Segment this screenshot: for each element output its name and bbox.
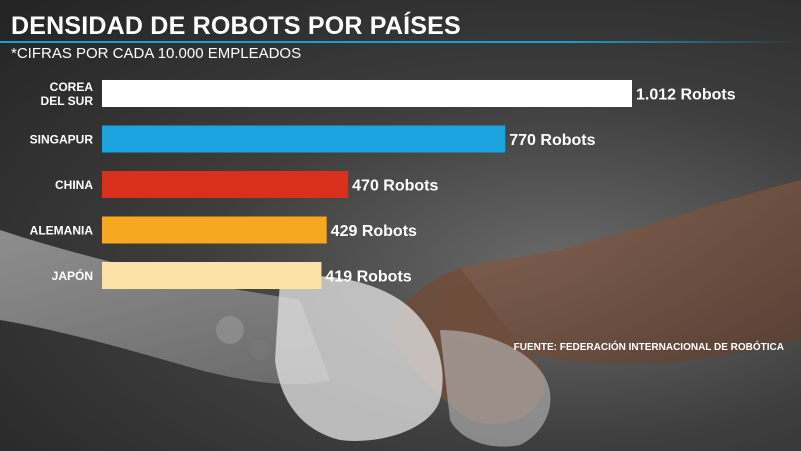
category-label-2: CHINA: [55, 178, 93, 192]
bar-1: [102, 125, 506, 153]
value-label-0: 1.012 Robots: [636, 87, 736, 104]
bar-3: [102, 216, 327, 244]
value-label-4: 419 Robots: [325, 269, 411, 286]
bar-2: [102, 171, 349, 198]
category-label-3: ALEMANIA: [30, 224, 94, 238]
source-note: FUENTE: FEDERACIÓN INTERNACIONAL DE ROBÓ…: [513, 342, 784, 353]
chart-subtitle: *CIFRAS POR CADA 10.000 EMPLEADOS: [11, 45, 302, 62]
category-label-1: SINGAPUR: [30, 133, 94, 147]
bar-0: [102, 80, 632, 107]
category-label-4: JAPÓN: [52, 268, 93, 283]
value-label-3: 429 Robots: [331, 223, 417, 240]
bar-4: [102, 262, 322, 289]
value-label-1: 770 Robots: [509, 132, 595, 149]
title-underline: [0, 41, 801, 43]
chart-title: DENSIDAD DE ROBOTS POR PAÍSES: [11, 12, 461, 40]
value-label-2: 470 Robots: [352, 178, 438, 195]
category-label-0: COREA DEL SUR: [41, 80, 94, 108]
